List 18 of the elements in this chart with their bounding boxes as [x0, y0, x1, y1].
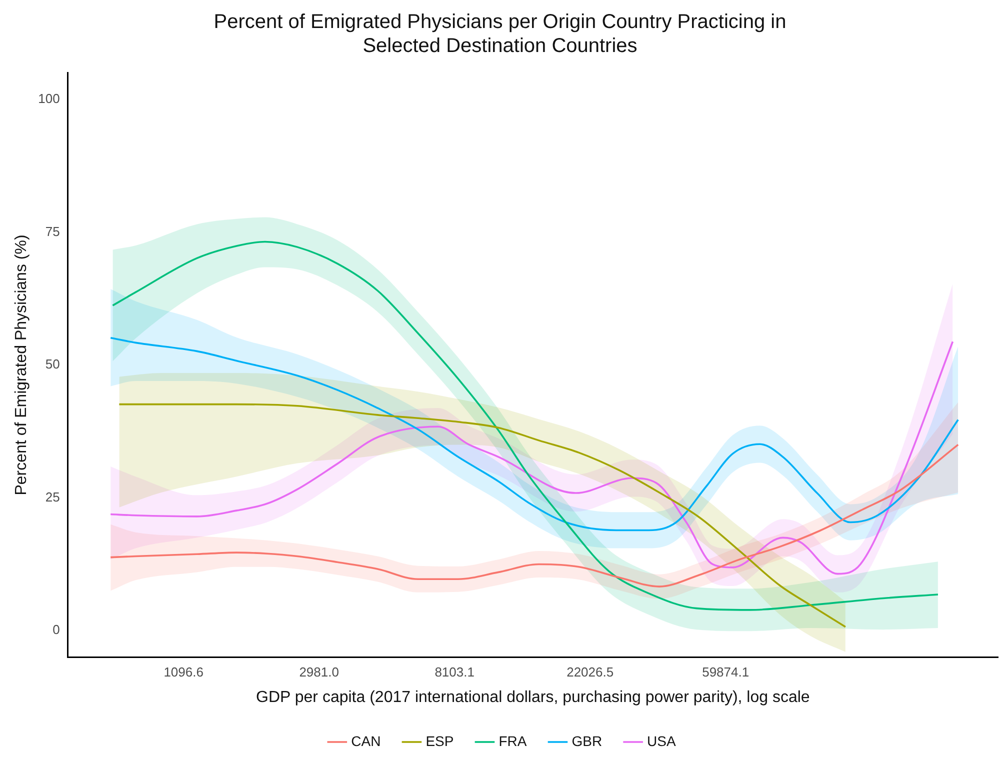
y-axis-title: Percent of Emigrated Physicians (%)	[13, 234, 30, 496]
y-tick-label: 0	[52, 622, 60, 638]
x-tick-label: 8103.1	[434, 664, 474, 680]
legend-label: FRA	[498, 732, 528, 749]
y-tick-label: 100	[38, 90, 60, 106]
y-tick-label: 75	[45, 224, 60, 239]
legend-label: USA	[647, 732, 677, 749]
x-axis-title: GDP per capita (2017 international dollars, purchasing power parity), log scale	[256, 688, 810, 706]
legend-label: CAN	[351, 732, 381, 749]
x-tick-label: 1096.6	[164, 664, 204, 680]
y-tick-label: 50	[45, 356, 60, 372]
x-tick-label: 59874.1	[702, 664, 750, 680]
x-tick-label: 2981.0	[299, 664, 339, 680]
y-tick-label: 25	[45, 489, 60, 504]
legend-label: ESP	[426, 732, 454, 749]
chart-title: Percent of Emigrated Physicians per Origin Country Practicing in Selected Destination Countries	[212, 10, 788, 59]
x-tick-label: 22026.5	[566, 664, 614, 680]
legend-label: GBR	[572, 732, 602, 749]
